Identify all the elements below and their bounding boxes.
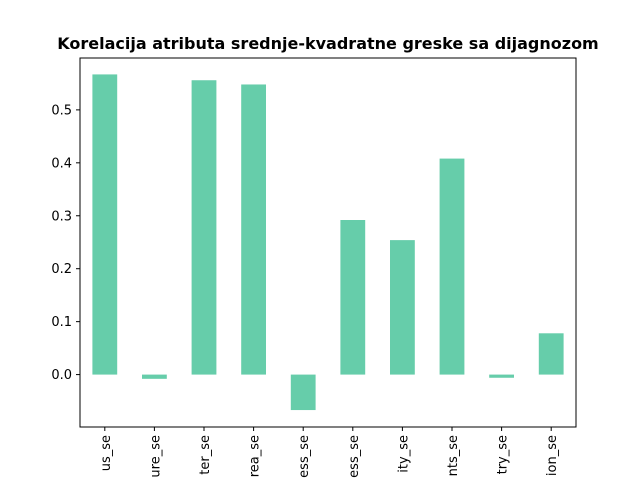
chart-title: Korelacija atributa srednje-kvadratne gr… xyxy=(57,34,598,53)
x-tick-label-3: rea_se xyxy=(248,435,263,477)
y-tick-label-2: 0.2 xyxy=(51,262,72,277)
y-tick-label-4: 0.4 xyxy=(51,156,72,171)
x-tick-label-5: ess_se xyxy=(347,435,362,478)
bar-7 xyxy=(439,158,465,375)
plot-frame xyxy=(79,57,577,428)
x-tick-label-1: ure_se xyxy=(148,435,163,478)
x-tick-label-4: ess_se xyxy=(297,435,312,478)
x-tick-label-7: nts_se xyxy=(446,435,461,476)
bar-3 xyxy=(241,84,266,375)
y-tick-label-5: 0.5 xyxy=(51,103,72,118)
x-tick-label-6: ity_se xyxy=(396,435,411,473)
bar-6 xyxy=(390,240,415,375)
x-tick-label-2: ter_se xyxy=(198,435,213,475)
x-tick-label-9: ion_se xyxy=(545,435,560,476)
bar-2 xyxy=(191,80,217,375)
bars-group xyxy=(92,74,564,411)
y-tick-label-1: 0.1 xyxy=(51,315,72,330)
y-tick-label-3: 0.3 xyxy=(51,209,72,224)
y-axis: 0.0 0.1 0.2 0.3 0.4 0.5 xyxy=(51,103,80,383)
bar-4 xyxy=(290,374,316,411)
bar-9 xyxy=(538,333,564,375)
x-axis: us_se ure_se ter_se rea_se ess_se ess_se ity_s… xyxy=(99,427,560,478)
y-tick-label-0: 0.0 xyxy=(51,368,72,383)
bar-1 xyxy=(142,374,167,379)
x-tick-label-0: us_se xyxy=(99,435,114,471)
bar-0 xyxy=(92,74,118,375)
bar-8 xyxy=(489,374,514,378)
bar-5 xyxy=(340,220,366,375)
x-tick-label-8: try_se xyxy=(496,435,511,474)
